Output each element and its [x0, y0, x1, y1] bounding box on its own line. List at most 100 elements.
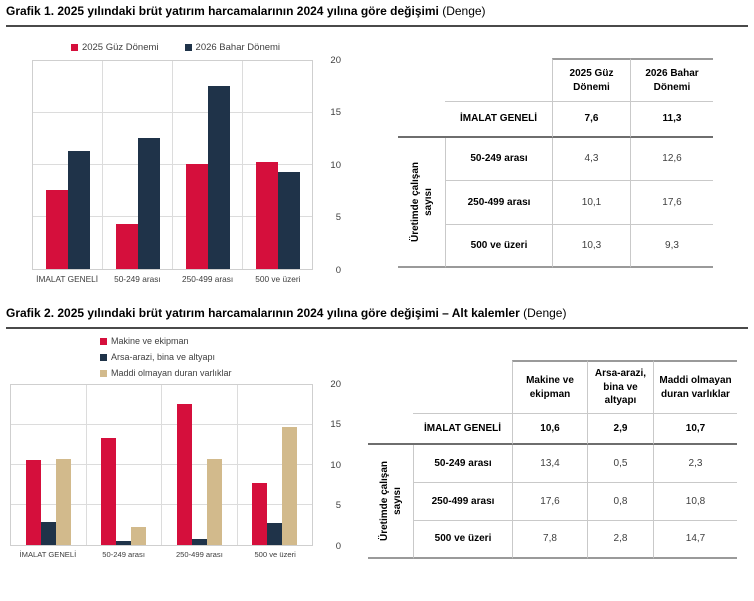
- table1-row-group: Üretimde çalışan sayısı: [398, 138, 445, 268]
- bar: [191, 538, 207, 545]
- y-tick-label: 0: [335, 540, 341, 552]
- grafik1-bar-chart: 2025 Güz Dönemi 2026 Bahar Dönemi 0 5 10 15 2…: [8, 42, 343, 284]
- table2-total-value-1: 10,6: [512, 414, 587, 445]
- x-category-label: İMALAT GENELİ: [36, 274, 99, 284]
- grafik2-plot-row: 0 5 10 15 20: [8, 379, 343, 550]
- legend-item: Arsa-arazi, bina ve altyapı: [100, 352, 343, 362]
- grafik2-y-axis: 0 5 10 15 20: [317, 379, 343, 550]
- table1-col-header-2: 2026 Bahar Dönemi: [630, 58, 713, 102]
- bar-group: [11, 385, 87, 545]
- table2-row-group: Üretimde çalışan sayısı: [368, 445, 413, 559]
- x-category-label: 50-249 arası: [114, 274, 161, 284]
- bar-groups: [11, 385, 312, 545]
- table1-total-label: İMALAT GENELİ: [445, 102, 552, 138]
- bar-group: [173, 61, 243, 269]
- table1-row2-label: 250-499 arası: [445, 181, 552, 225]
- legend-item: Makine ve ekipman: [100, 336, 343, 346]
- bar: [206, 458, 222, 545]
- y-tick-label: 0: [335, 264, 341, 276]
- bar: [255, 161, 278, 269]
- bar: [131, 526, 147, 545]
- table1-corner-blank: [398, 58, 445, 102]
- table2-row3-value-1: 7,8: [512, 521, 587, 559]
- table2-row3-value-2: 2,8: [587, 521, 653, 559]
- grafik1-title-text: Grafik 1. 2025 yılındaki brüt yatırım ha…: [6, 4, 439, 18]
- table1-row2-value-1: 10,1: [552, 181, 630, 225]
- grafik2-bar-chart: Makine ve ekipman Arsa-arazi, bina ve alt…: [8, 336, 343, 559]
- legend-label: Arsa-arazi, bina ve altyapı: [111, 352, 216, 362]
- table2-row1-value-2: 0,5: [587, 445, 653, 483]
- bar-group: [33, 61, 103, 269]
- x-category-label: 500 ve üzeri: [254, 550, 296, 559]
- y-tick-label: 5: [335, 499, 341, 511]
- bar: [67, 151, 90, 269]
- table2-total-blank: [368, 414, 413, 445]
- legend-item: 2025 Güz Dönemi: [70, 42, 159, 53]
- grafik2-legend: Makine ve ekipman Arsa-arazi, bina ve alt…: [8, 336, 343, 378]
- table1-total-value-2: 11,3: [630, 102, 713, 138]
- legend-swatch-icon: [184, 44, 192, 51]
- bar: [207, 85, 230, 269]
- bar: [116, 541, 132, 545]
- table1-row3-value-2: 9,3: [630, 225, 713, 268]
- x-category-label: 250-499 arası: [175, 550, 223, 559]
- table2-total-value-2: 2,9: [587, 414, 653, 445]
- grafik2-table: Makine ve ekipman Arsa-arazi, bina ve al…: [368, 360, 737, 559]
- table2-col-header-2: Arsa-arazi, bina ve altyapı: [587, 360, 653, 414]
- legend-swatch-icon: [100, 369, 107, 377]
- y-tick-label: 15: [330, 418, 341, 430]
- table2-total-label: İMALAT GENELİ: [413, 414, 512, 445]
- bar: [282, 427, 298, 545]
- table1-row1-value-2: 12,6: [630, 138, 713, 181]
- bar: [252, 482, 268, 545]
- bar-group: [243, 61, 312, 269]
- grafik1-x-axis: İMALAT GENELİ 50-249 arası 250-499 arası 50…: [32, 274, 313, 284]
- bar: [45, 189, 68, 269]
- x-category-label: 50-249 arası: [102, 550, 145, 559]
- table1-row-group-label: Üretimde çalışan sayısı: [409, 161, 434, 243]
- table2-row2-value-2: 0,8: [587, 483, 653, 521]
- x-category-label: İMALAT GENELİ: [19, 550, 77, 559]
- table1-row1-value-1: 4,3: [552, 138, 630, 181]
- legend-item: 2026 Bahar Dönemi: [184, 42, 281, 53]
- table2-header-blank: [413, 360, 512, 414]
- y-tick-label: 5: [335, 211, 341, 223]
- bar: [176, 404, 192, 545]
- bar: [115, 224, 138, 269]
- table2-row1-value-3: 2,3: [653, 445, 737, 483]
- grafik1-legend: 2025 Güz Dönemi 2026 Bahar Dönemi: [8, 42, 343, 53]
- bar-group: [87, 385, 162, 545]
- x-category-label: 250-499 arası: [182, 274, 234, 284]
- table1-header-blank: [445, 58, 552, 102]
- grafik1-title-suffix: (Denge): [442, 4, 486, 18]
- table2-total-value-3: 10,7: [653, 414, 737, 445]
- table2-row2-value-3: 10,8: [653, 483, 737, 521]
- y-tick-label: 20: [330, 54, 341, 66]
- table2-row-group-label: Üretimde çalışan sayısı: [378, 460, 403, 542]
- table1-total-blank: [398, 102, 445, 138]
- table2-row2-label: 250-499 arası: [413, 483, 512, 521]
- table2-row1-value-1: 13,4: [512, 445, 587, 483]
- bar-groups: [33, 61, 312, 269]
- bar-group: [103, 61, 173, 269]
- grafik2-title-suffix: (Denge): [523, 306, 567, 320]
- y-tick-label: 10: [330, 159, 341, 171]
- grafik1-plot-row: 0 5 10 15 20: [8, 55, 343, 274]
- legend-label: 2026 Bahar Dönemi: [195, 42, 281, 53]
- x-category-label: 500 ve üzeri: [255, 274, 301, 284]
- bar: [267, 522, 283, 545]
- bar: [137, 137, 160, 269]
- y-tick-label: 15: [330, 106, 341, 118]
- table1-row3-label: 500 ve üzeri: [445, 225, 552, 268]
- table2-row3-label: 500 ve üzeri: [413, 521, 512, 559]
- table1-row1-label: 50-249 arası: [445, 138, 552, 181]
- table2-corner-blank: [368, 360, 413, 414]
- bar: [185, 163, 208, 269]
- grafik1-y-axis: 0 5 10 15 20: [317, 55, 343, 274]
- grafik2-title-text: Grafik 2. 2025 yılındaki brüt yatırım ha…: [6, 306, 520, 320]
- legend-label: Makine ve ekipman: [111, 336, 189, 346]
- bar: [25, 460, 41, 545]
- legend-item: Maddi olmayan duran varlıklar: [100, 368, 343, 378]
- grafik1-table: 2025 Güz Dönemi 2026 Bahar Dönemi İMALAT…: [398, 58, 713, 268]
